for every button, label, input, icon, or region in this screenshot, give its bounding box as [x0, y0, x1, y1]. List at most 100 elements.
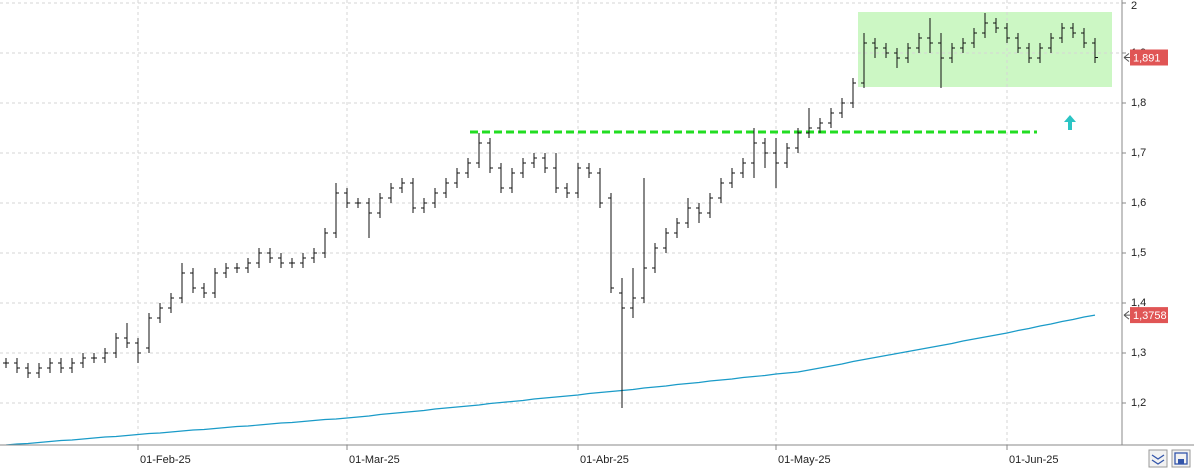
- ohlc-bar: [949, 43, 955, 63]
- ohlc-bar: [234, 263, 240, 273]
- ohlc-bar: [267, 248, 273, 263]
- ohlc-bar: [212, 268, 218, 298]
- moving-average-line: [5, 314, 1096, 445]
- price-label-box: [1130, 307, 1168, 324]
- ohlc-bar: [597, 168, 603, 208]
- ohlc-bar: [366, 198, 372, 238]
- ohlc-bar: [817, 118, 823, 133]
- ohlc-bar: [564, 183, 570, 198]
- x-tick-label: 01-May-25: [778, 454, 831, 466]
- price-label: 1,3758: [1133, 310, 1167, 322]
- ohlc-bar: [630, 268, 636, 318]
- y-tick-label: 1,6: [1131, 197, 1146, 209]
- ohlc-bar: [1037, 43, 1043, 63]
- ohlc-bar: [14, 358, 20, 373]
- ohlc-bar: [47, 358, 53, 373]
- x-tick-label: 01-Mar-25: [349, 454, 400, 466]
- ohlc-bar: [300, 253, 306, 268]
- ohlc-bar: [938, 33, 944, 88]
- zoom-button[interactable]: [1148, 449, 1168, 468]
- ohlc-bar: [91, 353, 97, 363]
- ohlc-bar: [641, 178, 647, 303]
- ohlc-bar: [773, 138, 779, 188]
- ohlc-bar: [927, 18, 933, 53]
- y-tick-label: 2: [1131, 0, 1137, 12]
- y-tick-label: 1,8: [1131, 97, 1146, 109]
- ohlc-bar: [388, 183, 394, 203]
- ohlc-bar: [377, 193, 383, 218]
- ohlc-bar: [784, 143, 790, 168]
- ohlc-bar: [25, 363, 31, 378]
- ohlc-bar: [916, 33, 922, 53]
- ohlc-bar: [663, 228, 669, 253]
- ohlc-bar: [201, 283, 207, 298]
- ohlc-bar: [179, 263, 185, 303]
- y-tick-label: 1,2: [1131, 397, 1146, 409]
- save-button[interactable]: [1171, 449, 1191, 468]
- x-tick-label: 01-Jun-25: [1009, 454, 1059, 466]
- ohlc-bar: [190, 268, 196, 293]
- ohlc-bar: [619, 278, 625, 408]
- ohlc-bar: [322, 228, 328, 258]
- price-pointer: [1123, 310, 1130, 320]
- ohlc-bar: [795, 128, 801, 153]
- ohlc-bar: [146, 313, 152, 353]
- ohlc-bar: [245, 258, 251, 273]
- y-tick-label: 1,3: [1131, 347, 1146, 359]
- ohlc-bar: [685, 198, 691, 228]
- ohlc-bar: [971, 28, 977, 48]
- ohlc-bar: [993, 18, 999, 33]
- ohlc-bar: [1081, 28, 1087, 48]
- ohlc-bar: [740, 158, 746, 178]
- ohlc-bar: [575, 163, 581, 198]
- ohlc-bar: [762, 138, 768, 168]
- ohlc-bar: [465, 158, 471, 178]
- ohlc-bar: [872, 38, 878, 58]
- ohlc-bar: [399, 178, 405, 193]
- ohlc-bar: [960, 38, 966, 53]
- ohlc-bar: [531, 153, 537, 168]
- ohlc-bar: [3, 358, 9, 368]
- ohlc-bar: [718, 178, 724, 203]
- ohlc-bar: [883, 43, 889, 58]
- y-tick-label: 1,7: [1131, 147, 1146, 159]
- ohlc-bar: [652, 243, 658, 273]
- ohlc-bar: [432, 188, 438, 208]
- ohlc-bar: [707, 193, 713, 218]
- ohlc-bar: [1026, 43, 1032, 63]
- ohlc-bar: [806, 108, 812, 138]
- ohlc-bar: [839, 98, 845, 118]
- ohlc-bar: [278, 253, 284, 268]
- ohlc-bar: [333, 183, 339, 238]
- ohlc-bar: [905, 43, 911, 63]
- x-tick-label: 01-Abr-25: [580, 454, 629, 466]
- ohlc-bar: [1004, 23, 1010, 43]
- ohlc-bar: [454, 168, 460, 188]
- ohlc-bar: [124, 323, 130, 348]
- price-label: 1,891: [1133, 52, 1161, 64]
- ohlc-bar: [520, 158, 526, 178]
- ohlc-bar: [751, 128, 757, 178]
- ohlc-bar: [828, 108, 834, 128]
- ohlc-bar: [553, 153, 559, 193]
- ohlc-bar: [476, 133, 482, 168]
- ohlc-bar: [542, 153, 548, 173]
- ohlc-bar: [223, 263, 229, 278]
- ohlc-bar: [443, 178, 449, 198]
- ohlc-bar: [509, 168, 515, 193]
- ohlc-bar: [410, 178, 416, 213]
- up-arrow: [1064, 115, 1076, 130]
- ohlc-bar: [696, 203, 702, 223]
- ohlc-bar: [1092, 38, 1098, 63]
- ohlc-bar: [861, 33, 867, 88]
- ohlc-bar: [729, 168, 735, 188]
- ohlc-bar: [421, 198, 427, 213]
- ohlc-bar: [487, 138, 493, 173]
- ohlc-bar: [355, 198, 361, 208]
- ohlc-bar: [157, 303, 163, 323]
- ohlc-bar: [113, 333, 119, 358]
- ohlc-bar: [850, 78, 856, 108]
- y-tick-label: 1,5: [1131, 247, 1146, 259]
- ohlc-bar: [344, 188, 350, 208]
